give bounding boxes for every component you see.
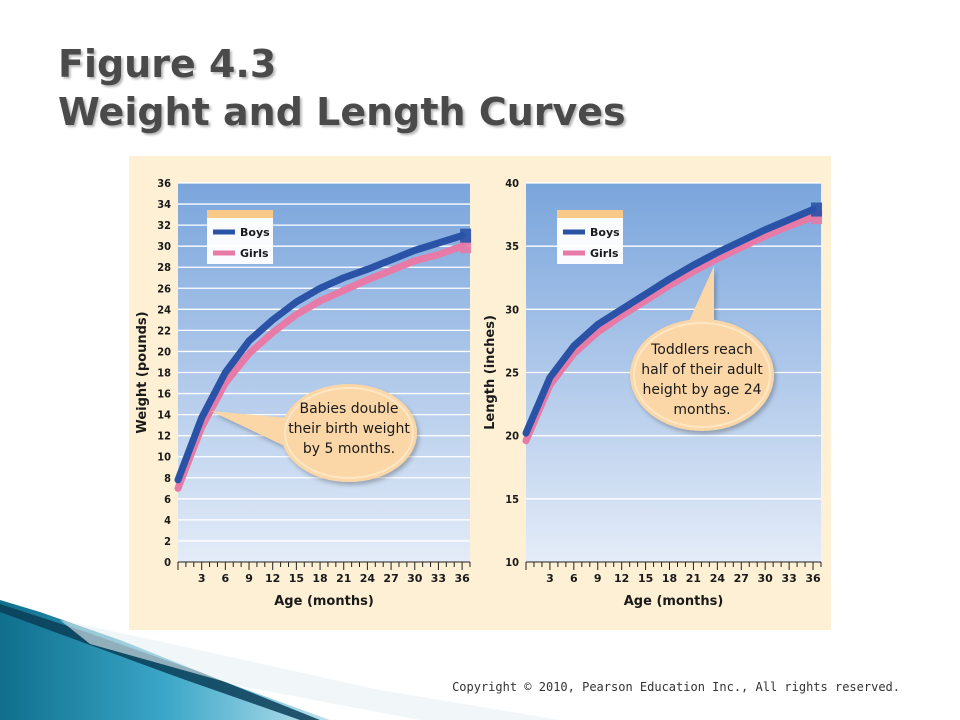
- y-tick-label: 24: [157, 303, 171, 316]
- y-tick-label: 32: [157, 219, 171, 232]
- x-tick-label: 15: [638, 572, 653, 585]
- annotation-line: their birth weight: [288, 421, 410, 437]
- x-tick-label: 15: [289, 572, 304, 585]
- x-tick-label: 21: [686, 572, 701, 585]
- x-tick-label: 21: [336, 572, 351, 585]
- series-line-boys: [174, 232, 466, 484]
- y-tick-label: 0: [164, 556, 171, 569]
- x-tick-label: 30: [758, 572, 774, 585]
- legend-label: Boys: [590, 226, 620, 239]
- x-tick-label: 24: [710, 572, 726, 585]
- y-tick-label: 2: [164, 535, 171, 548]
- annotation-line: Babies double: [299, 401, 398, 417]
- x-tick-label: 6: [570, 572, 578, 585]
- y-tick-label: 20: [157, 345, 171, 358]
- y-axis-title: Weight (pounds): [135, 311, 150, 433]
- callout-highlight: [633, 322, 771, 428]
- x-tick-label: 9: [245, 572, 253, 585]
- y-tick-label: 12: [157, 430, 171, 443]
- x-tick-label: 6: [222, 572, 230, 585]
- x-axis-title: Age (months): [274, 594, 374, 609]
- x-tick-label: 24: [360, 572, 376, 585]
- annotation-line: height by age 24: [642, 382, 761, 398]
- x-axis-title: Age (months): [624, 594, 724, 609]
- y-tick-label: 35: [505, 240, 519, 253]
- y-tick-label: 10: [157, 451, 171, 464]
- x-tick-label: 12: [265, 572, 280, 585]
- x-tick-label: 27: [734, 572, 749, 585]
- figure-panel: 0 2 4 6 8 10 12 14 16 18 20 22 24 26 28 30 32 34 36 3 6 9 12 15…: [129, 156, 831, 630]
- y-tick-label: 25: [505, 367, 519, 380]
- x-tick-label: 30: [407, 572, 423, 585]
- x-tick-label: 3: [546, 572, 554, 585]
- x-tick-label: 33: [431, 572, 446, 585]
- legend-header: [207, 210, 273, 218]
- y-tick-label: 22: [157, 324, 171, 337]
- annotation-line: Toddlers reach: [650, 342, 753, 358]
- x-tick-label: 18: [662, 572, 677, 585]
- annotation-line: months.: [673, 402, 730, 418]
- y-tick-label: 8: [164, 472, 171, 485]
- y-tick-label: 30: [505, 303, 519, 316]
- y-tick-label: 16: [157, 388, 171, 401]
- y-tick-label: 36: [157, 177, 171, 190]
- annotation-line: by 5 months.: [303, 441, 395, 457]
- x-tick-label: 36: [454, 572, 470, 585]
- y-tick-label: 30: [157, 240, 171, 253]
- slide-title-line-1: Figure 4.3: [58, 42, 277, 86]
- y-tick-label: 18: [157, 367, 171, 380]
- series-end-marker-boys: [460, 228, 472, 243]
- legend-box: [557, 218, 623, 264]
- callout-highlight: [284, 387, 414, 479]
- y-tick-label: 20: [505, 430, 519, 443]
- y-tick-label: 40: [505, 177, 519, 190]
- x-tick-label: 18: [312, 572, 327, 585]
- series-end-marker-girls: [460, 239, 472, 254]
- annotation-callout: [630, 266, 774, 431]
- legend: Boys Girls: [557, 210, 623, 264]
- series-line-boys: [522, 206, 817, 437]
- y-tick-label: 10: [505, 556, 519, 569]
- callout-tail: [689, 266, 714, 324]
- x-tick-label: 27: [383, 572, 398, 585]
- copyright-text: Copyright © 2010, Pearson Education Inc.…: [452, 680, 900, 694]
- decorative-swoosh: [0, 600, 560, 720]
- y-axis-title: Length (inches): [483, 315, 498, 430]
- x-tick-label: 33: [781, 572, 796, 585]
- slide-title: Figure 4.3 Weight and Length Curves: [58, 40, 626, 136]
- y-tick-label: 6: [164, 493, 171, 506]
- legend: Boys Girls: [207, 210, 273, 264]
- legend-box: [207, 218, 273, 264]
- legend-label: Girls: [590, 247, 619, 260]
- series-end-marker-boys: [811, 202, 823, 217]
- series-line-girls: [174, 242, 466, 492]
- y-tick-label: 4: [164, 514, 171, 527]
- legend-header: [557, 210, 623, 218]
- y-tick-label: 15: [505, 493, 519, 506]
- y-tick-label: 34: [157, 198, 171, 211]
- callout-tail: [211, 411, 289, 448]
- x-tick-label: 12: [614, 572, 629, 585]
- annotation-line: half of their adult: [641, 362, 763, 378]
- y-tick-label: 26: [157, 282, 171, 295]
- y-tick-label: 14: [157, 409, 171, 422]
- legend-label: Girls: [240, 247, 269, 260]
- slide-title-line-2: Weight and Length Curves: [58, 90, 626, 134]
- callout-bubble: [281, 384, 417, 482]
- series-end-marker-girls: [811, 210, 823, 225]
- x-tick-label: 36: [805, 572, 821, 585]
- legend-label: Boys: [240, 226, 270, 239]
- annotation-callout: [211, 384, 417, 482]
- x-tick-label: 9: [594, 572, 602, 585]
- x-tick-label: 3: [198, 572, 206, 585]
- series-line-girls: [522, 213, 817, 445]
- callout-bubble: [630, 319, 774, 431]
- y-tick-label: 28: [157, 261, 171, 274]
